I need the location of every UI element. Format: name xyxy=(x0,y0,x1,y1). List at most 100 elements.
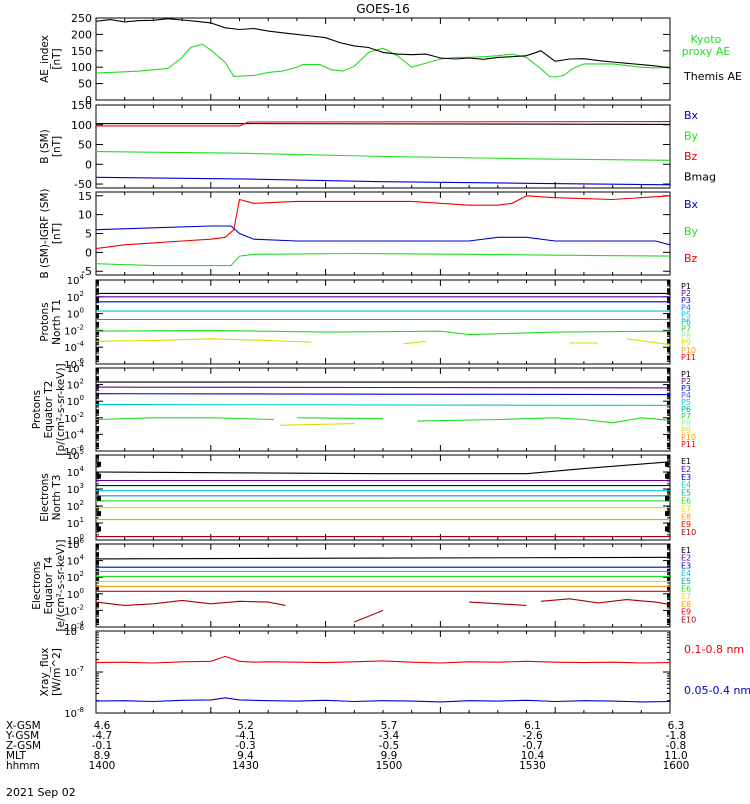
legend-entry: E5 xyxy=(681,577,691,586)
edge-marker xyxy=(97,495,101,501)
y-tick-exponent: 4 xyxy=(80,554,85,562)
y-tick-label: 5 xyxy=(85,228,92,241)
y-axis-label: Protons xyxy=(39,302,51,341)
legend-entry: P4 xyxy=(681,303,691,312)
legend-entry: E2 xyxy=(681,465,691,474)
edge-marker xyxy=(97,461,101,467)
legend-entry: P5 xyxy=(681,398,691,407)
legend-entry: P11 xyxy=(681,353,696,362)
series-line-p5 xyxy=(95,417,274,421)
y-tick-exponent: 1 xyxy=(80,516,84,524)
legend-entry: Themis AE xyxy=(683,70,742,83)
series-line-e1 xyxy=(95,461,671,475)
y-tick-exponent: -2 xyxy=(77,323,84,331)
y-axis-label: North T3 xyxy=(51,475,63,521)
legend-entry: P1 xyxy=(681,370,691,379)
bottom-axis-value: -0.5 xyxy=(379,740,400,752)
legend-entry: Bmag xyxy=(684,171,716,184)
bottom-axis-value: 1530 xyxy=(519,760,546,772)
bottom-axis-value: -4.7 xyxy=(92,730,113,742)
y-axis-label: North T1 xyxy=(51,299,63,345)
series-line-e1 xyxy=(95,556,671,560)
edge-marker xyxy=(665,495,669,501)
y-tick-exponent: 3 xyxy=(80,482,84,490)
bottom-axis-value: 4.6 xyxy=(94,720,111,732)
panel-bigrf: 15 10 5 0 -5 B (SM)-IGRF (SM) [nT] Bx By Bz xyxy=(39,188,699,278)
legend-entry: proxy AE xyxy=(682,45,731,58)
y-tick-exponent: -4 xyxy=(77,340,85,348)
bottom-axis-value: 6.3 xyxy=(668,720,685,732)
series-line-by xyxy=(95,151,671,161)
y-tick-exponent: 4 xyxy=(80,273,85,281)
edge-marker xyxy=(665,461,669,467)
legend-entry: E5 xyxy=(681,489,691,498)
y-tick-label: 100 xyxy=(67,394,84,408)
bottom-row-label: hhmm xyxy=(6,760,40,772)
y-tick-label: 106 xyxy=(67,537,85,551)
y-tick-exponent: -7 xyxy=(77,665,84,673)
bottom-axis-value: -0.1 xyxy=(92,740,113,752)
y-tick-exponent: -6 xyxy=(77,357,85,365)
bottom-axis-value: 5.2 xyxy=(237,720,254,732)
y-axis-label: [nT] xyxy=(51,48,63,69)
legend-entry: Bz xyxy=(684,252,698,265)
y-axis-label: [nT] xyxy=(51,136,63,157)
panel-frame xyxy=(95,104,671,189)
legend-entry: E4 xyxy=(681,569,691,578)
legend-entry: P10 xyxy=(681,433,696,442)
bottom-row-label: Z-GSM xyxy=(6,740,41,752)
legend-entry: P2 xyxy=(681,377,691,386)
y-tick-exponent: -6 xyxy=(77,624,85,632)
y-tick-exponent: 6 xyxy=(80,537,85,545)
legend-entry: P3 xyxy=(681,384,691,393)
series-line-bz xyxy=(95,195,671,250)
bottom-axis-value: -0.3 xyxy=(235,740,256,752)
y-tick-label: 50 xyxy=(78,78,92,91)
y-tick-label: 10-2 xyxy=(64,323,84,337)
series-line-e8 xyxy=(95,599,286,606)
legend-entry: P10 xyxy=(681,346,696,355)
legend-entry: E1 xyxy=(681,546,691,555)
bottom-row-label: Y-GSM xyxy=(5,730,39,742)
edge-marker xyxy=(665,473,669,479)
bottom-axis-value: -0.8 xyxy=(666,740,687,752)
series-line-e8d xyxy=(540,598,671,606)
bottom-axis-value: 10.4 xyxy=(521,750,545,762)
y-tick-label: -5 xyxy=(81,265,92,278)
series-line-p6 xyxy=(95,329,671,336)
edge-marker xyxy=(665,526,669,532)
bottom-row-label: MLT xyxy=(6,750,26,762)
series-line-0-05-0-4-nm xyxy=(95,697,671,703)
legend-entry: E4 xyxy=(681,481,691,490)
y-tick-label: 10-4 xyxy=(64,340,84,354)
y-tick-label: 101 xyxy=(67,516,84,530)
legend-entry: Bx xyxy=(684,109,699,122)
y-tick-label: 10 xyxy=(78,209,92,222)
panel-frame xyxy=(95,367,671,452)
y-tick-exponent: -8 xyxy=(77,706,84,714)
panel-frame xyxy=(95,191,671,276)
y-tick-exponent: -6 xyxy=(77,444,85,452)
y-tick-label: 10-4 xyxy=(64,427,84,441)
edge-marker xyxy=(665,511,669,517)
legend-entry: E10 xyxy=(681,528,696,537)
legend-entry: E3 xyxy=(681,561,691,570)
edge-marker xyxy=(97,526,101,532)
panel-xray: 10-6 10-7 10-8 Xray_flux [W/m^2] 0.1-0.8 nm 0.… xyxy=(39,624,750,720)
y-tick-label: 10-2 xyxy=(64,603,84,617)
y-tick-label: 100 xyxy=(67,587,84,601)
legend-entry: P5 xyxy=(681,310,691,319)
y-tick-label: 10-2 xyxy=(64,411,84,425)
legend-entry: E8 xyxy=(681,512,691,521)
series-line-bx xyxy=(95,225,671,246)
legend-entry: E7 xyxy=(681,504,691,513)
legend-entry: E7 xyxy=(681,592,691,601)
bottom-axis-value: 1600 xyxy=(663,760,690,772)
